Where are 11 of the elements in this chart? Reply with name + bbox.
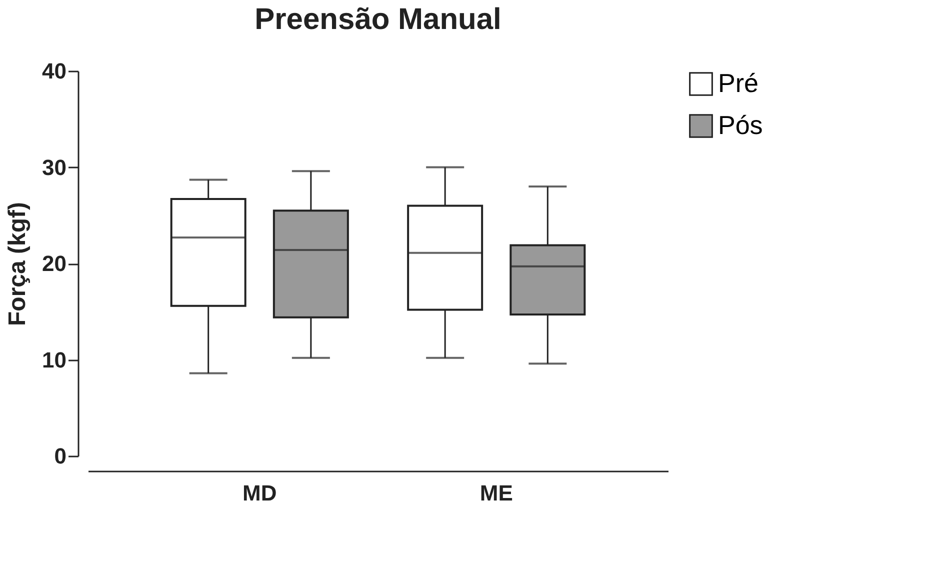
x-tick-label: MD — [242, 480, 277, 506]
x-tick-label: ME — [480, 480, 513, 506]
y-tick-label: 20 — [42, 251, 66, 276]
y-axis-title: Força (kgf) — [4, 202, 32, 326]
y-tick-label: 10 — [42, 347, 66, 372]
legend-label: Pós — [718, 110, 763, 140]
y-tick-label: 0 — [54, 444, 66, 468]
chart-title: Preensão Manual — [254, 3, 502, 36]
y-tick-label: 30 — [42, 154, 66, 180]
legend-label: Pré — [718, 68, 758, 98]
y-tick-label: 40 — [42, 58, 66, 84]
